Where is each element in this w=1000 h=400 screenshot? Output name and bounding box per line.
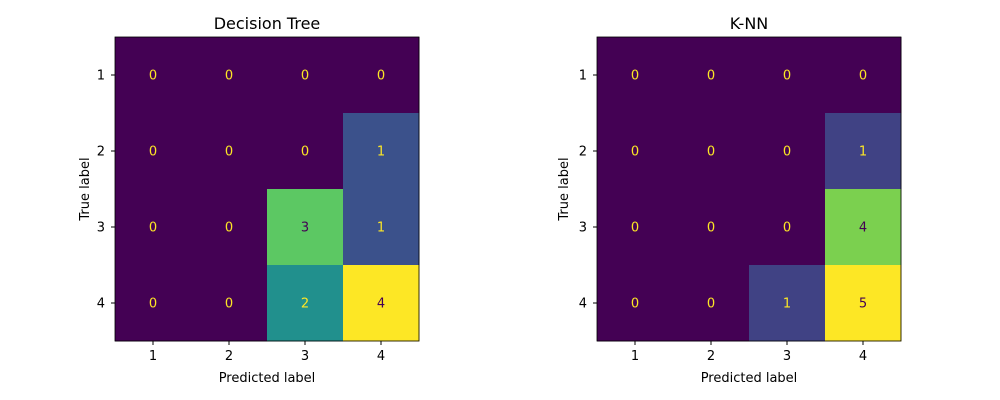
heatmap-cell	[673, 189, 750, 266]
cell-value-label: 1	[783, 297, 791, 312]
cell-value-label: 0	[783, 69, 791, 84]
matrix-cells: 0 0 0 0 0 0 0 1 0 0 0 4 0 0 1 5	[597, 37, 902, 342]
cell-value-label: 1	[377, 221, 385, 236]
cell-value-label: 0	[631, 221, 639, 236]
cell-value-label: 0	[301, 69, 309, 84]
cell-value-label: 0	[783, 145, 791, 160]
plot-frame	[596, 36, 902, 342]
panel-title: K-NN	[730, 14, 769, 33]
cell-value-label: 0	[225, 145, 233, 160]
heatmap-cell	[749, 189, 826, 266]
heatmap-cell	[749, 113, 826, 190]
y-axis-label: True label	[78, 157, 93, 221]
panel-knn: K-NN 0 0 0 0 0 0 0 1 0 0 0 4 0 0 1 5 1 2 3 4 1 2 3 4 Predicted…	[557, 14, 902, 386]
cell-value-label: 0	[859, 69, 867, 84]
y-axis-label: True label	[557, 157, 572, 221]
heatmap-cell	[749, 265, 826, 342]
cell-value-label: 0	[301, 145, 309, 160]
heatmap-cell	[343, 189, 420, 266]
axis-ticks: 1 2 3 4 1 2 3 4	[97, 69, 385, 365]
x-tick-label: 2	[225, 349, 233, 364]
cell-value-label: 0	[631, 69, 639, 84]
cell-value-label: 2	[301, 297, 309, 312]
cell-value-label: 4	[859, 221, 867, 236]
heatmap-cell	[673, 37, 750, 114]
y-tick-label: 3	[97, 221, 105, 236]
x-tick-label: 4	[859, 349, 867, 364]
heatmap-cell	[825, 37, 902, 114]
y-tick-label: 1	[97, 69, 105, 84]
heatmap-cell	[597, 189, 674, 266]
cell-value-label: 0	[707, 221, 715, 236]
y-tick-label: 2	[579, 145, 587, 160]
x-tick-label: 3	[783, 349, 791, 364]
y-tick-label: 4	[97, 297, 105, 312]
cell-value-label: 0	[225, 221, 233, 236]
cell-value-label: 0	[707, 69, 715, 84]
heatmap-cell	[267, 37, 344, 114]
x-tick-label: 1	[631, 349, 639, 364]
matrix-cells: 0 0 0 0 0 0 0 1 0 0 3 1 0 0 2 4	[115, 37, 420, 342]
heatmap-cell	[115, 265, 192, 342]
x-tick-label: 2	[707, 349, 715, 364]
cell-value-label: 1	[859, 145, 867, 160]
cell-value-label: 0	[377, 69, 385, 84]
heatmap-cell	[597, 37, 674, 114]
cell-value-label: 0	[707, 297, 715, 312]
heatmap-cell	[825, 113, 902, 190]
panel-title: Decision Tree	[214, 14, 321, 33]
heatmap-cell	[267, 189, 344, 266]
cell-value-label: 0	[783, 221, 791, 236]
cell-value-label: 0	[225, 297, 233, 312]
cell-value-label: 3	[301, 221, 309, 236]
heatmap-cell	[115, 37, 192, 114]
y-tick-label: 4	[579, 297, 587, 312]
heatmap-cell	[191, 113, 268, 190]
cell-value-label: 0	[631, 297, 639, 312]
heatmap-cell	[673, 113, 750, 190]
heatmap-cell	[191, 265, 268, 342]
cell-value-label: 0	[149, 69, 157, 84]
heatmap-cell	[115, 113, 192, 190]
cell-value-label: 0	[225, 69, 233, 84]
heatmap-cell	[673, 265, 750, 342]
heatmap-cell	[597, 265, 674, 342]
heatmap-cell	[191, 189, 268, 266]
heatmap-cell	[825, 265, 902, 342]
x-tick-label: 3	[301, 349, 309, 364]
y-tick-label: 1	[579, 69, 587, 84]
heatmap-cell	[749, 37, 826, 114]
x-tick-label: 1	[149, 349, 157, 364]
cell-value-label: 0	[149, 297, 157, 312]
heatmap-cell	[267, 265, 344, 342]
cell-value-label: 1	[377, 145, 385, 160]
cell-value-label: 0	[149, 221, 157, 236]
cell-value-label: 0	[149, 145, 157, 160]
heatmap-cell	[267, 113, 344, 190]
cell-value-label: 4	[377, 297, 385, 312]
cell-value-label: 5	[859, 297, 867, 312]
x-axis-label: Predicted label	[219, 371, 316, 386]
cell-value-label: 0	[707, 145, 715, 160]
plot-frame	[114, 36, 420, 342]
panel-decision-tree: Decision Tree 0 0 0 00 0 0 10 0 3 10 0 2 4 1 2 3 41234 …	[78, 14, 420, 386]
heatmap-cell	[343, 113, 420, 190]
y-tick-label: 2	[97, 145, 105, 160]
heatmap-cell	[825, 189, 902, 266]
heatmap-cell	[191, 37, 268, 114]
x-axis-label: Predicted label	[701, 371, 798, 386]
heatmap-cell	[343, 265, 420, 342]
y-tick-label: 3	[579, 221, 587, 236]
x-tick-label: 4	[377, 349, 385, 364]
heatmap-cell	[343, 37, 420, 114]
axis-ticks: 1 2 3 4 1 2 3 4	[579, 69, 867, 365]
heatmap-cell	[597, 113, 674, 190]
heatmap-cell	[115, 189, 192, 266]
cell-value-label: 0	[631, 145, 639, 160]
